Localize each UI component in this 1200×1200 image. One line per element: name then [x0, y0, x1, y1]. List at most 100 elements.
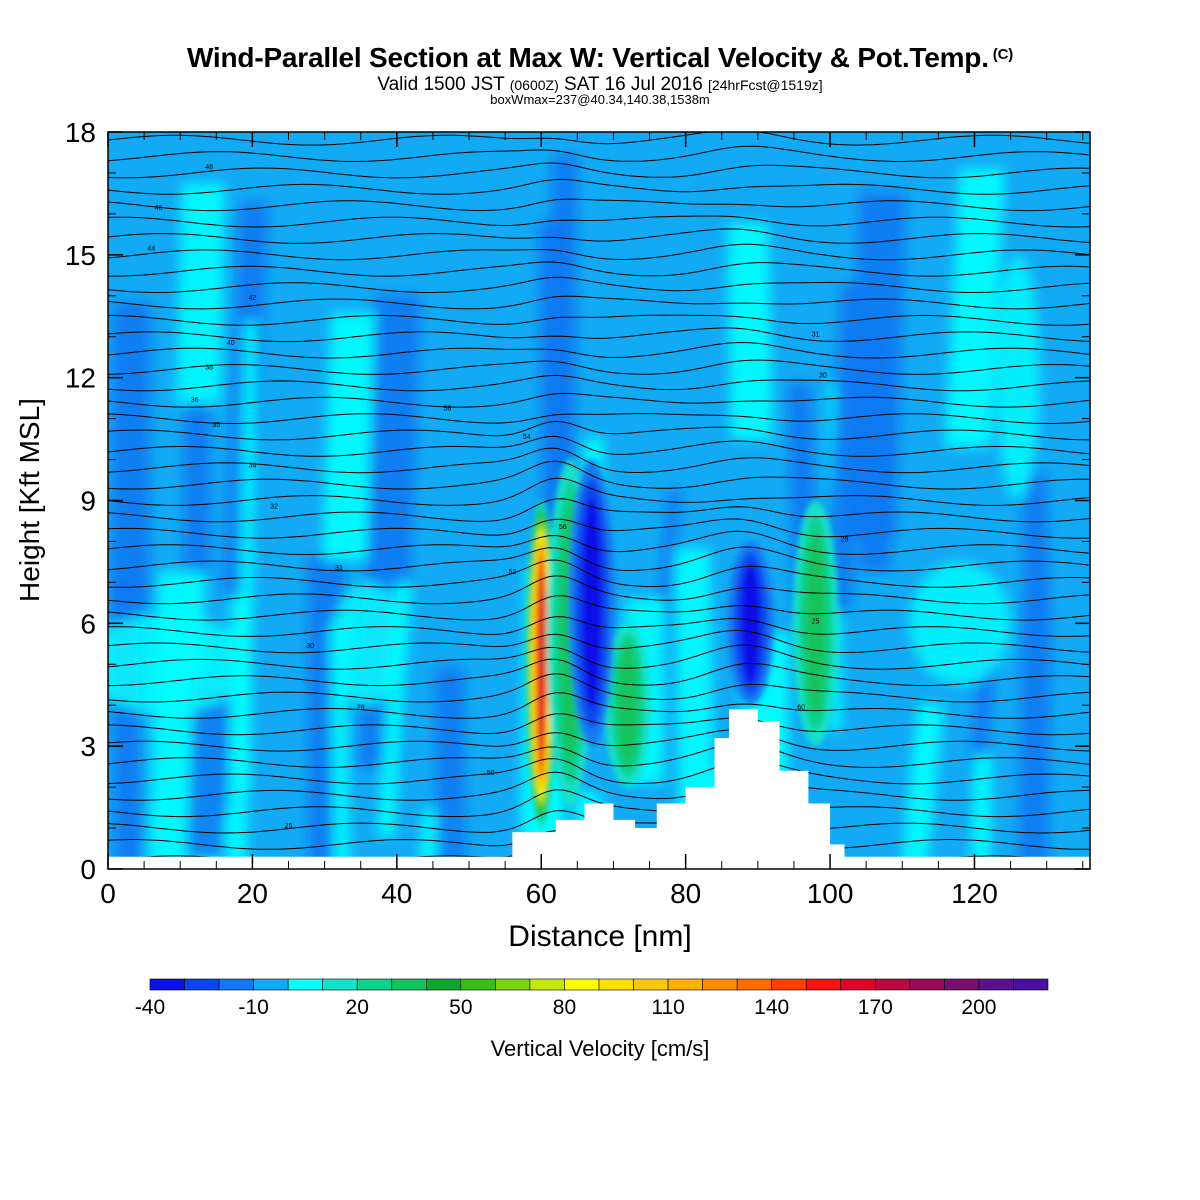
- contour-label: 58: [443, 405, 451, 412]
- pot-temp-contour: [108, 758, 1090, 785]
- field-patch: [331, 582, 405, 706]
- pot-temp-contour: [108, 117, 1090, 129]
- colorbar-tick-label: 170: [858, 996, 893, 1019]
- colorbar-swatch: [322, 978, 358, 991]
- forecast-info: [24hrFcst@1519z]: [708, 77, 823, 93]
- contour-label: 31: [335, 565, 343, 572]
- contour-label: 28: [841, 536, 849, 543]
- colorbar-swatch: [184, 978, 220, 991]
- pot-temp-contour: [108, 162, 1090, 179]
- field-streak: [176, 183, 226, 404]
- colorbar-swatch: [633, 978, 669, 991]
- colorbar-swatch: [1013, 978, 1049, 991]
- pot-temp-contour: [108, 644, 1090, 670]
- colorbar-tick-label: -10: [238, 996, 268, 1019]
- colorbar-swatch: [391, 978, 427, 991]
- field-streak: [322, 313, 376, 561]
- colorbar-tick-label: 20: [346, 996, 369, 1019]
- pot-temp-contour: [108, 261, 1090, 277]
- chart-title: Wind-Parallel Section at Max W: Vertical…: [0, 42, 1200, 74]
- field-streak: [111, 301, 151, 610]
- pot-temp-contour: [108, 771, 1090, 801]
- x-tick-label: 60: [526, 878, 557, 909]
- pot-temp-contour: [108, 530, 1090, 555]
- colorbar-swatch: [149, 978, 185, 991]
- pot-temp-contour: [108, 673, 1090, 703]
- y-axis-title: Height [Kft MSL]: [14, 398, 45, 602]
- pot-temp-contour: [108, 314, 1090, 326]
- pot-temp-contour: [108, 559, 1090, 588]
- x-tick-label: 20: [237, 878, 268, 909]
- chart-title-text: Wind-Parallel Section at Max W: Vertical…: [186, 42, 989, 73]
- contour-label: 36: [191, 397, 199, 404]
- pot-temp-contour: [108, 460, 1090, 490]
- colorbar-swatch: [944, 978, 980, 991]
- vertical-velocity-field: [108, 132, 1090, 869]
- colorbar-swatch: [426, 978, 462, 991]
- x-tick-label: 80: [670, 878, 701, 909]
- pot-temp-contour: [108, 546, 1090, 572]
- pot-temp-contour: [108, 132, 1090, 146]
- field-streak: [970, 755, 993, 869]
- colorbar-swatch: [529, 978, 565, 991]
- contour-label: 48: [205, 164, 213, 171]
- colorbar-swatch: [356, 978, 393, 991]
- y-tick-label: 15: [65, 240, 96, 271]
- y-tick-label: 12: [65, 363, 96, 394]
- colorbar-swatch: [667, 978, 703, 991]
- contour-label: 35: [212, 422, 220, 429]
- contour-label: 25: [812, 618, 820, 625]
- colorbar-tick-label: 140: [754, 996, 789, 1019]
- pot-temp-contour: [108, 575, 1090, 605]
- field-streak: [1018, 601, 1052, 869]
- field-patch: [108, 615, 253, 714]
- colorbar-swatch: [460, 978, 496, 991]
- colorbar-swatch: [564, 978, 600, 991]
- pot-temp-contour: [108, 276, 1090, 293]
- pot-temp-contour: [108, 435, 1090, 457]
- pot-temp-contour: [108, 341, 1090, 359]
- pot-temp-contour: [108, 295, 1090, 310]
- colorbar-swatch: [805, 978, 842, 991]
- y-tick-label: 3: [80, 731, 96, 762]
- pot-temp-contour: [108, 616, 1090, 637]
- pot-temp-contour: [108, 228, 1090, 244]
- contour-labels: 25 28 30 31 32 34 35 36 38 40 42 44 46 48 50 52 54 56 58 60…: [147, 164, 848, 830]
- pot-temp-contour: [108, 729, 1090, 752]
- copyright-mark: (C): [992, 46, 1014, 63]
- contour-label: 25: [285, 823, 293, 830]
- colorbar-swatch: [875, 978, 911, 991]
- colorbar-swatch: [978, 978, 1014, 991]
- pot-temp-contour: [108, 392, 1090, 408]
- contour-label: 46: [155, 205, 163, 212]
- y-tick-label: 6: [80, 608, 96, 639]
- colorbar-swatch: [495, 978, 531, 991]
- pot-temp-contour: [108, 518, 1090, 539]
- field-streak: [900, 703, 945, 869]
- colorbar-tick-label: 110: [651, 996, 684, 1019]
- x-tick-label: 100: [807, 878, 854, 909]
- terrain: [108, 709, 1090, 869]
- contour-label: 50: [487, 770, 495, 777]
- colorbar-swatch: [287, 978, 323, 991]
- y-tick-label: 18: [65, 117, 96, 148]
- pot-temp-contour: [108, 658, 1090, 687]
- pot-temp-contour: [108, 742, 1090, 769]
- contour-label: 42: [249, 295, 257, 302]
- updraft-core: [539, 566, 543, 762]
- contour-label: 38: [205, 364, 213, 371]
- contour-label: 44: [147, 246, 155, 253]
- colorbar-tick-label: 200: [961, 996, 996, 1019]
- colorbar-swatch: [736, 978, 772, 991]
- contour-label: 30: [819, 373, 827, 380]
- valid-time-line: Valid 1500 JST (0600Z) SAT 16 Jul 2016 […: [0, 74, 1200, 96]
- valid-date: SAT 16 Jul 2016: [564, 74, 703, 95]
- pot-temp-contour: [108, 595, 1090, 621]
- pot-temp-contour: [108, 713, 1090, 736]
- updraft-core: [617, 644, 638, 767]
- pot-temp-contour: [108, 413, 1090, 424]
- contour-label: 30: [306, 643, 314, 650]
- contour-label: 54: [523, 434, 531, 441]
